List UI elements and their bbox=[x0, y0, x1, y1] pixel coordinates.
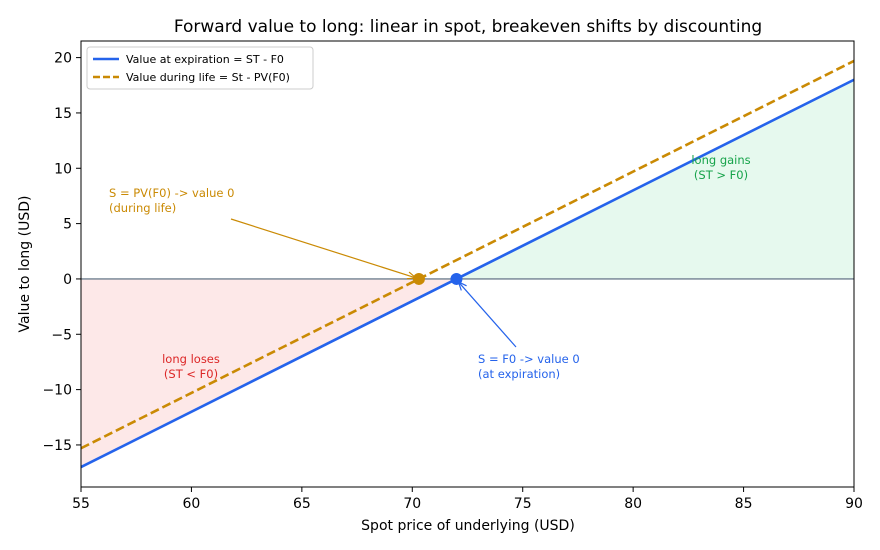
x-tick-label: 80 bbox=[624, 496, 642, 512]
y-tick-label: 20 bbox=[54, 51, 72, 67]
f0-annotation-line: (at expiration) bbox=[478, 367, 560, 381]
f0-annotation: S = F0 -> value 0 (at expiration) bbox=[478, 352, 580, 381]
x-tick-label: 90 bbox=[845, 496, 863, 512]
y-tick-label: 15 bbox=[54, 106, 72, 122]
y-tick-label: −10 bbox=[42, 383, 72, 399]
legend-label-1: Value at expiration = ST - F0 bbox=[126, 53, 284, 66]
y-axis-label: Value to long (USD) bbox=[17, 196, 33, 333]
gains-annotation: long gains (ST > F0) bbox=[691, 153, 750, 182]
pv-annotation-arrow bbox=[230, 218, 417, 279]
y-tick-label: −5 bbox=[51, 327, 72, 343]
expiration-value-line bbox=[80, 78, 855, 469]
loses-annotation: long loses (ST < F0) bbox=[162, 352, 220, 381]
loses-annotation-line: long loses bbox=[162, 352, 220, 366]
x-tick-label: 60 bbox=[183, 496, 201, 512]
y-tick-label: 0 bbox=[63, 272, 72, 288]
chart-title: Forward value to long: linear in spot, b… bbox=[174, 17, 762, 37]
plot-frame bbox=[80, 40, 855, 488]
pv-forward-marker bbox=[412, 272, 425, 285]
legend-label-2: Value during life = St - PV(F0) bbox=[126, 71, 290, 84]
y-tick-label: −15 bbox=[42, 438, 72, 454]
f0-annotation-line: S = F0 -> value 0 bbox=[478, 352, 580, 366]
forward-price-marker bbox=[450, 272, 463, 285]
f0-annotation-arrow bbox=[458, 281, 517, 348]
pv-annotation-line: S = PV(F0) -> value 0 bbox=[109, 186, 234, 200]
x-tick-label: 65 bbox=[293, 496, 311, 512]
x-axis-label: Spot price of underlying (USD) bbox=[361, 518, 575, 534]
x-tick-label: 70 bbox=[403, 496, 421, 512]
gains-annotation-line: (ST > F0) bbox=[694, 168, 748, 182]
x-tick-label: 85 bbox=[735, 496, 753, 512]
pv-annotation: S = PV(F0) -> value 0 (during life) bbox=[109, 186, 234, 215]
during-life-value-line bbox=[80, 59, 855, 450]
plot-area: S = PV(F0) -> value 0 (during life) S = F0… bbox=[42, 40, 863, 512]
x-tick-label: 55 bbox=[72, 496, 90, 512]
legend-box bbox=[86, 46, 314, 90]
y-tick-label: 5 bbox=[63, 217, 72, 233]
gains-annotation-line: long gains bbox=[691, 153, 750, 167]
loses-annotation-line: (ST < F0) bbox=[164, 367, 218, 381]
y-tick-label: 10 bbox=[54, 161, 72, 177]
x-tick-label: 75 bbox=[514, 496, 532, 512]
pv-annotation-line: (during life) bbox=[109, 201, 176, 215]
